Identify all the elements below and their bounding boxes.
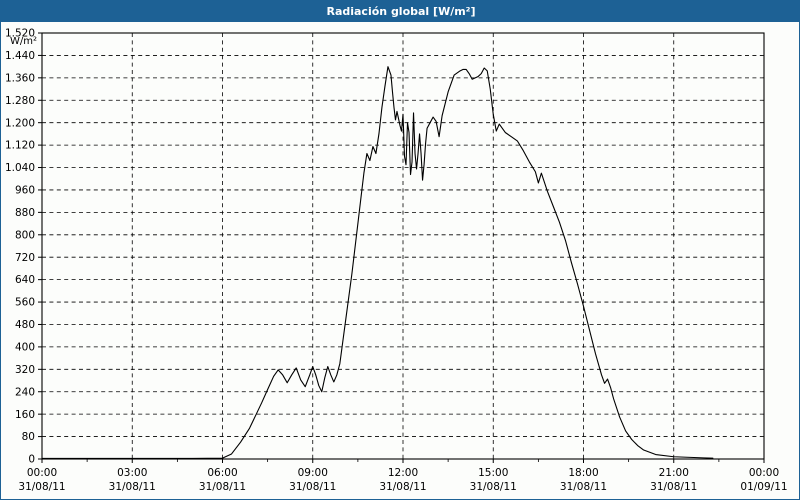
y-axis-tick-label: 400 bbox=[15, 341, 35, 353]
y-axis-unit-label: W/m² bbox=[10, 36, 37, 47]
plot-frame bbox=[41, 32, 765, 460]
grid-lines bbox=[42, 32, 764, 459]
x-axis-date-label: 31/08/11 bbox=[289, 481, 336, 493]
y-axis-tick-label: 320 bbox=[15, 364, 35, 376]
x-axis-time-label: 18:00 bbox=[568, 467, 598, 479]
y-axis-tick-label: 80 bbox=[22, 431, 35, 443]
radiation-data-line bbox=[41, 66, 714, 459]
x-axis-time-label: 06:00 bbox=[207, 467, 237, 479]
y-axis-tick-label: 960 bbox=[15, 185, 35, 197]
y-axis-tick-label: 720 bbox=[15, 252, 35, 264]
y-axis-tick-labels: 1.520 1.440 1.360 1.280 1.200 1.120 1.040 960 88… bbox=[5, 28, 35, 466]
x-axis-time-label: 15:00 bbox=[478, 467, 508, 479]
x-axis-time-label: 12:00 bbox=[388, 467, 418, 479]
y-axis-tick-label: 560 bbox=[15, 297, 35, 309]
y-axis-tick-label: 1.280 bbox=[5, 95, 35, 107]
y-axis-tick-label: 1.040 bbox=[5, 162, 35, 174]
x-axis-time-label: 00:00 bbox=[27, 467, 57, 479]
x-axis-time-label: 03:00 bbox=[117, 467, 147, 479]
x-axis-date-label: 31/08/11 bbox=[18, 481, 65, 493]
x-axis-date-label: 31/08/11 bbox=[109, 481, 156, 493]
y-axis-tick-label: 1.360 bbox=[5, 72, 35, 84]
y-axis-tick-label: 0 bbox=[28, 454, 35, 466]
y-axis-tick-label: 1.440 bbox=[5, 50, 35, 62]
x-axis-time-label: 09:00 bbox=[298, 467, 328, 479]
x-axis-date-label: 31/08/11 bbox=[650, 481, 697, 493]
y-axis-tick-label: 1.520 bbox=[5, 28, 35, 40]
x-axis-date-label: 31/08/11 bbox=[470, 481, 517, 493]
page-title: Radiación global [W/m²] bbox=[326, 5, 476, 18]
y-axis-tick-label: 160 bbox=[15, 409, 35, 421]
y-axis-tick-label: 480 bbox=[15, 319, 35, 331]
y-axis-tick-label: 880 bbox=[15, 207, 35, 219]
x-axis-tick-labels: 00:00 31/08/11 03:00 31/08/11 06:00 31/08/11 0… bbox=[18, 467, 787, 493]
y-axis-tick-label: 800 bbox=[15, 229, 35, 241]
y-axis-tick-label: 640 bbox=[15, 274, 35, 286]
window-title-bar: Radiación global [W/m²] bbox=[1, 1, 799, 22]
x-axis-date-label: 31/08/11 bbox=[560, 481, 607, 493]
y-axis-tick-label: 240 bbox=[15, 386, 35, 398]
x-axis-time-label: 00:00 bbox=[749, 467, 779, 479]
x-axis-date-label: 31/08/11 bbox=[199, 481, 246, 493]
chart-canvas: 1.520 1.440 1.360 1.280 1.200 1.120 1.040 960 88… bbox=[1, 22, 799, 499]
radiation-line-chart: 1.520 1.440 1.360 1.280 1.200 1.120 1.040 960 88… bbox=[5, 28, 788, 493]
y-axis-tick-label: 1.120 bbox=[5, 140, 35, 152]
x-axis-time-label: 21:00 bbox=[659, 467, 689, 479]
x-axis-date-label: 31/08/11 bbox=[379, 481, 426, 493]
axis-frame bbox=[38, 32, 765, 463]
x-axis-date-label: 01/09/11 bbox=[740, 481, 787, 493]
y-axis-tick-label: 1.200 bbox=[5, 117, 35, 129]
